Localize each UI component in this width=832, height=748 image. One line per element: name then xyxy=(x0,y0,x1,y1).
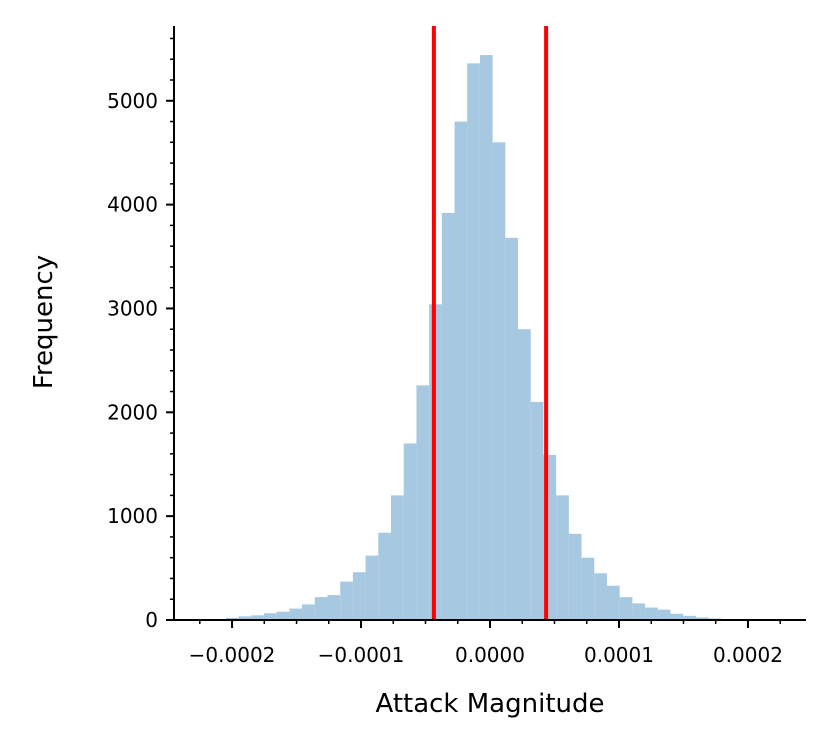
x-tick-label: 0.0001 xyxy=(584,643,654,667)
histogram-bar xyxy=(530,401,544,620)
histogram-bar xyxy=(695,617,709,620)
x-tick-label: −0.0001 xyxy=(318,643,405,667)
histogram-bar xyxy=(314,597,328,620)
x-tick-label: 0.0002 xyxy=(713,643,783,667)
histogram-bar xyxy=(568,533,582,620)
histogram-bar xyxy=(302,604,315,620)
histogram-bar xyxy=(632,603,646,620)
histogram-bar xyxy=(606,585,620,620)
histogram-bar xyxy=(645,607,658,620)
histogram-bar xyxy=(581,557,595,620)
y-tick-label: 4000 xyxy=(107,193,158,217)
histogram-bar xyxy=(467,63,480,620)
x-ticks: −0.0002 −0.0001 0.0000 0.0001 0.0002 xyxy=(189,620,783,667)
x-tick-label: 0.0000 xyxy=(455,643,525,667)
histogram-bar xyxy=(556,495,569,620)
histogram-bar xyxy=(225,617,239,620)
histogram-bar xyxy=(505,237,519,620)
y-tick-label: 0 xyxy=(145,608,158,632)
y-tick-label: 1000 xyxy=(107,504,158,528)
x-axis-label: Attack Magnitude xyxy=(375,689,604,719)
histogram-bar xyxy=(594,573,607,620)
y-tick-label: 5000 xyxy=(107,89,158,113)
histogram-bar xyxy=(403,443,417,620)
histogram-bar xyxy=(454,121,468,620)
threshold-lines xyxy=(431,26,549,620)
histogram-bar xyxy=(657,609,671,620)
histogram-bar xyxy=(683,615,696,620)
histogram-bar xyxy=(327,595,341,620)
histogram-bar xyxy=(289,608,303,620)
histogram-bar xyxy=(441,212,455,621)
y-axis-label: Frequency xyxy=(29,255,59,389)
histogram-bar xyxy=(263,613,277,620)
y-ticks: 0 1000 2000 3000 4000 5000 xyxy=(107,37,174,632)
histogram-bar xyxy=(378,532,391,620)
histogram-bar xyxy=(391,495,404,620)
histogram-bar xyxy=(251,615,264,620)
histogram-bar xyxy=(238,616,252,620)
histogram-bar xyxy=(276,611,290,620)
y-tick-label: 3000 xyxy=(107,296,158,320)
histogram-bar xyxy=(365,555,379,620)
histogram-bar xyxy=(479,55,493,620)
histogram-bar xyxy=(670,613,684,620)
y-tick-label: 2000 xyxy=(107,400,158,424)
histogram-bars xyxy=(200,55,747,621)
histogram-bar xyxy=(518,329,531,620)
histogram-bar xyxy=(352,572,366,620)
histogram-bar xyxy=(619,597,633,620)
x-tick-label: −0.0002 xyxy=(189,643,276,667)
histogram-bar xyxy=(340,581,353,620)
histogram-bar xyxy=(416,385,430,620)
histogram-bar xyxy=(492,142,506,620)
